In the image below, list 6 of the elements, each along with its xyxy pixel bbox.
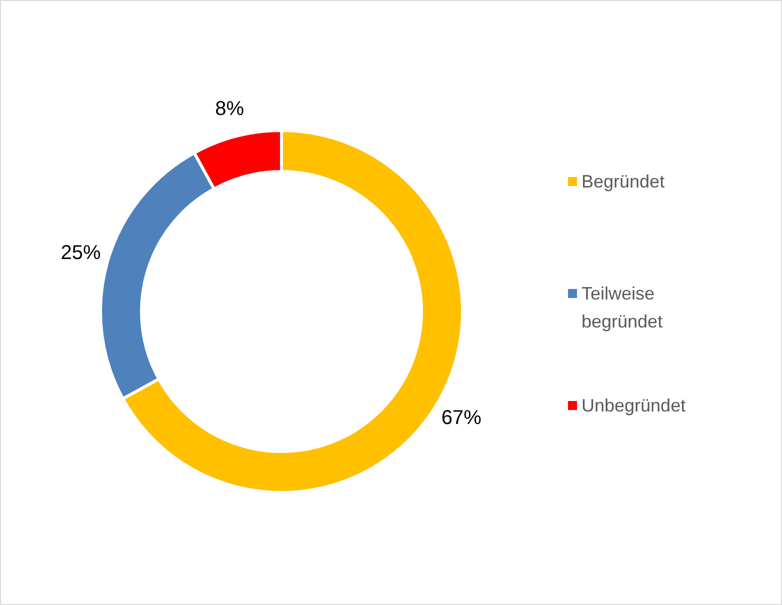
data-label: 67%: [441, 406, 482, 429]
data-label: 25%: [60, 242, 102, 264]
legend-label: Begründet: [582, 172, 665, 192]
legend-label: Teilweise begründet: [582, 284, 663, 332]
data-label: 8%: [215, 98, 244, 120]
legend-label: Unbegründet: [582, 396, 686, 416]
